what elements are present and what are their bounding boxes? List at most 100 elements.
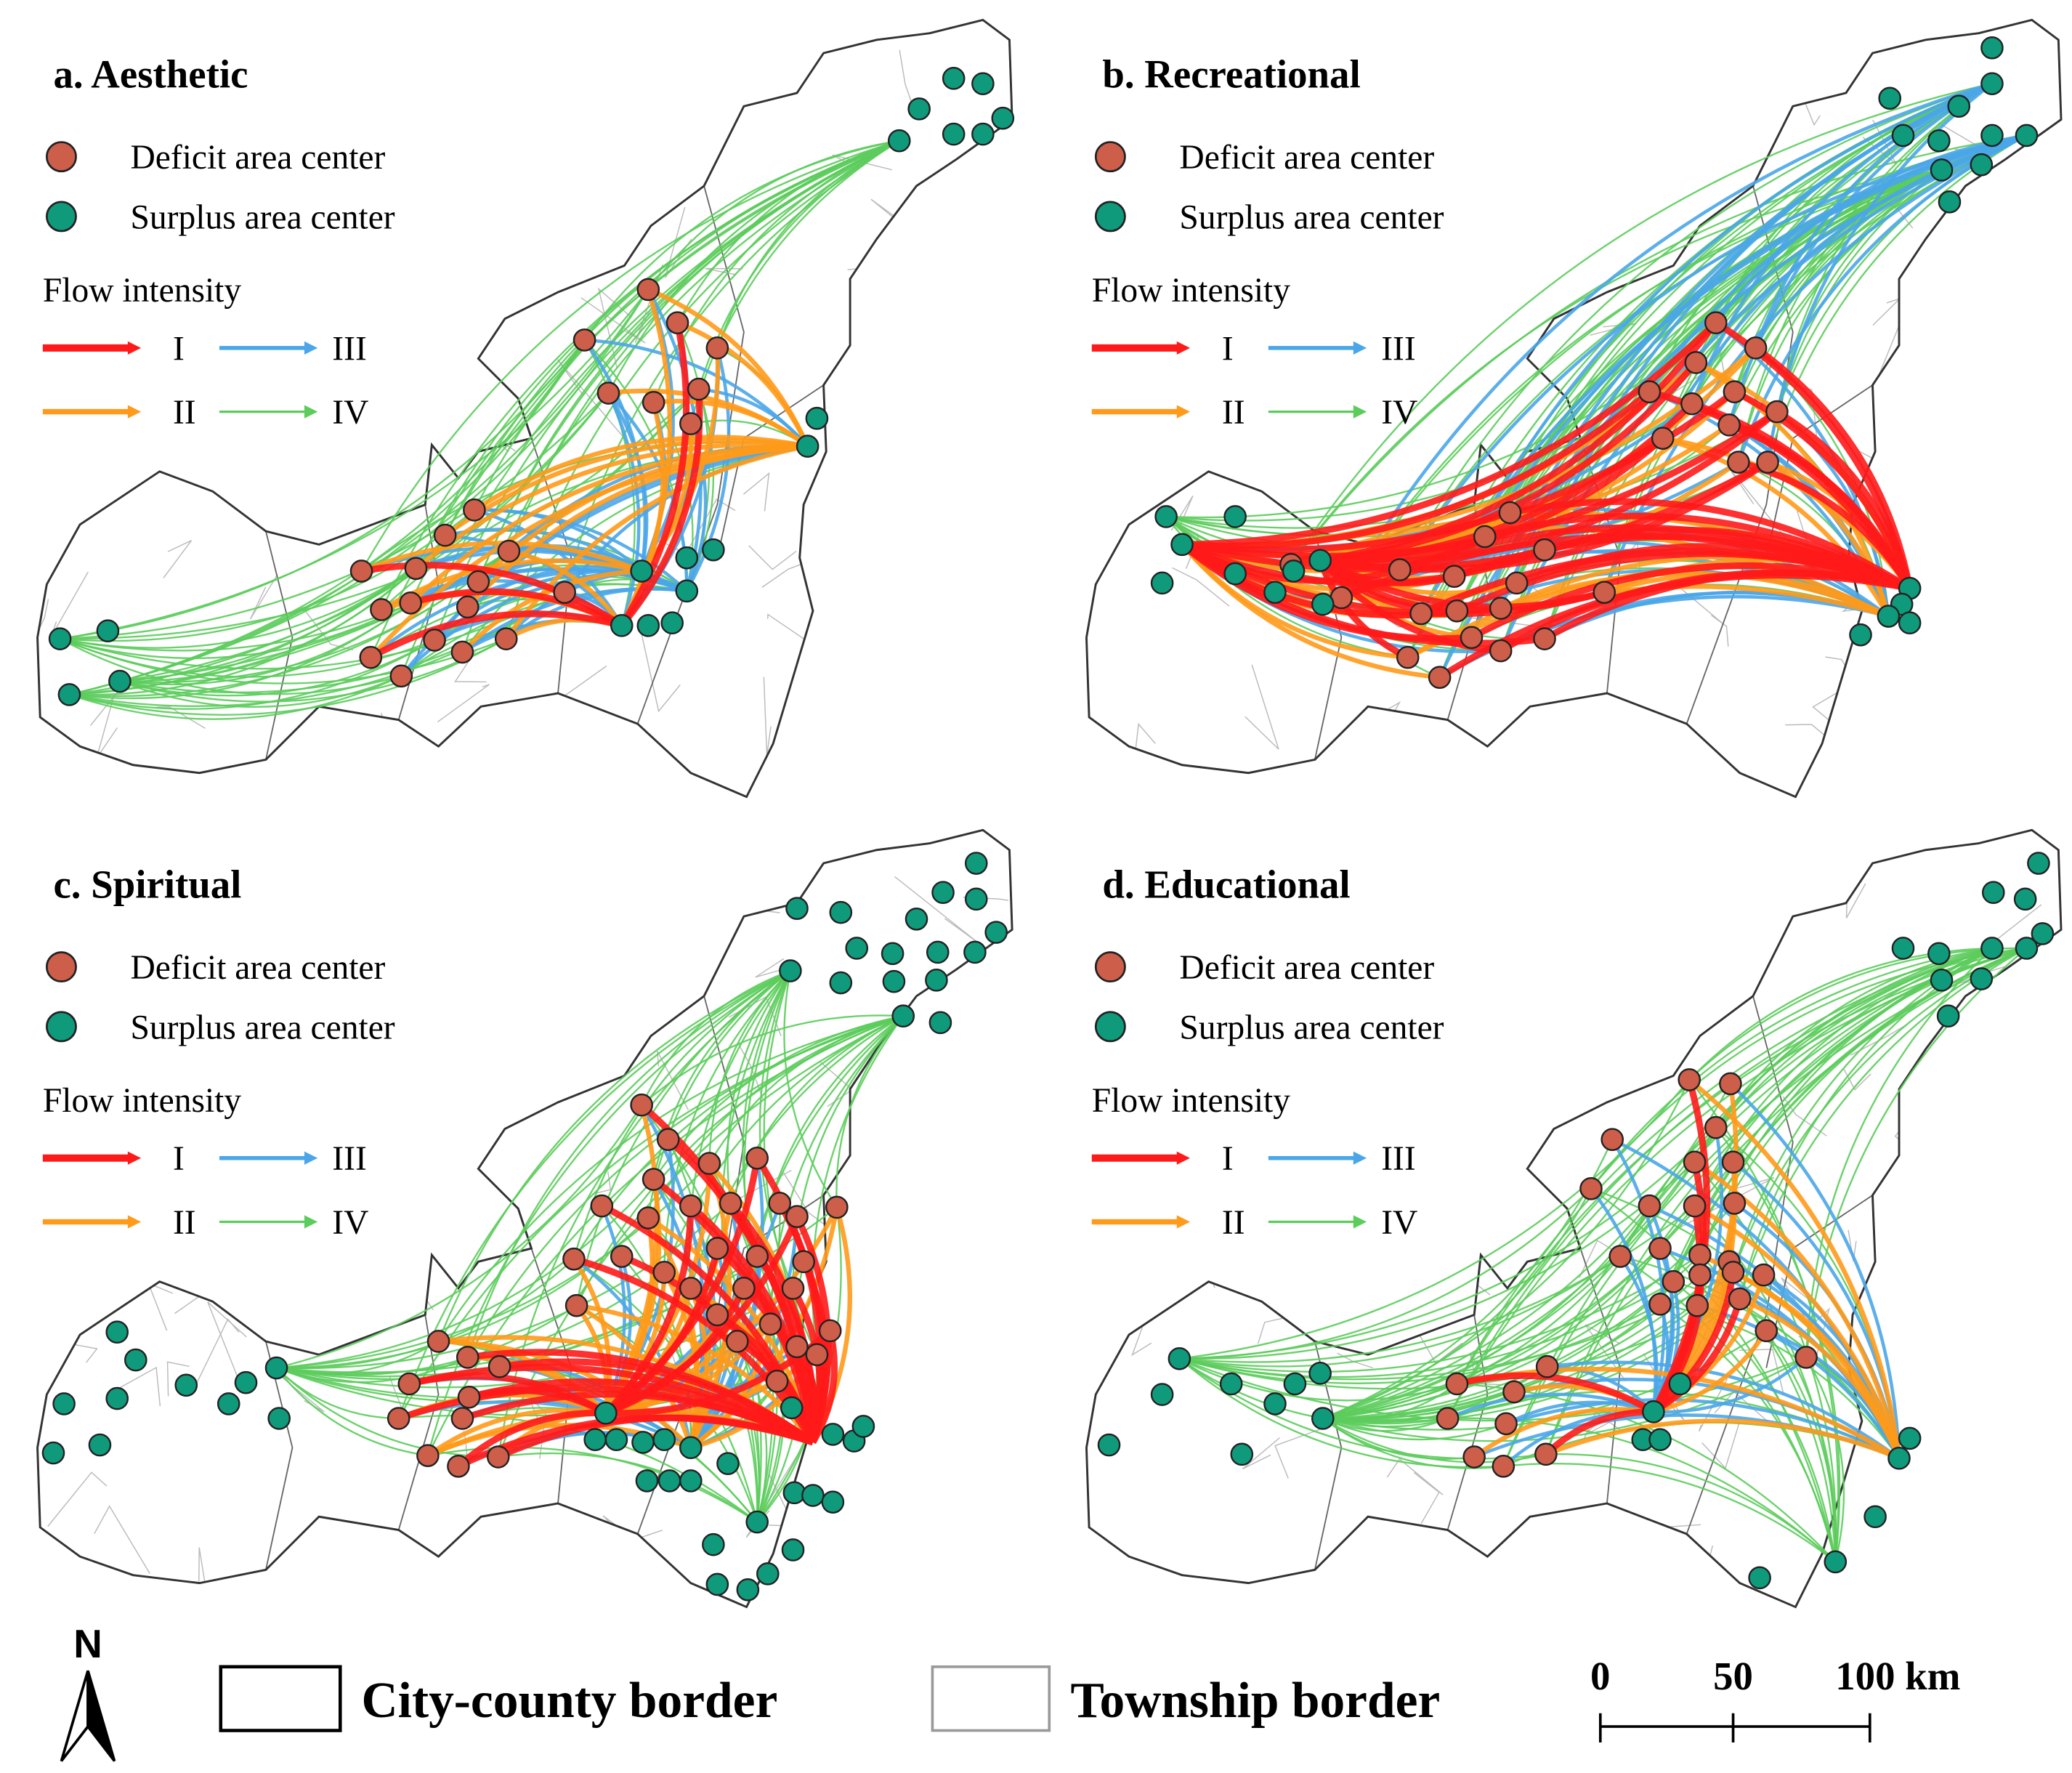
township-border bbox=[330, 1562, 365, 1607]
deficit-center bbox=[1638, 380, 1662, 403]
surplus-center bbox=[942, 67, 966, 90]
flow-line bbox=[437, 1015, 904, 1342]
flow-line bbox=[604, 1286, 748, 1416]
county-border bbox=[636, 995, 745, 1535]
surplus-center bbox=[821, 1490, 845, 1514]
surplus-center bbox=[1898, 1426, 1922, 1450]
county-border bbox=[265, 530, 294, 760]
deficit-center bbox=[705, 1237, 729, 1260]
flow-line bbox=[276, 1356, 469, 1384]
surplus-center bbox=[829, 900, 853, 924]
flow-line bbox=[685, 347, 731, 592]
legend-deficit-marker bbox=[1094, 951, 1126, 983]
deficit-center bbox=[404, 557, 428, 581]
flow-line bbox=[689, 1015, 904, 1289]
deficit-center bbox=[1445, 599, 1469, 623]
flow-line bbox=[1500, 570, 1890, 619]
flow-line bbox=[1399, 83, 1993, 570]
surplus-center bbox=[785, 897, 809, 920]
township-border bbox=[1552, 129, 1590, 190]
township-border bbox=[1197, 244, 1272, 264]
deficit-center bbox=[1721, 1150, 1745, 1174]
surplus-center bbox=[675, 579, 699, 603]
surplus-center bbox=[905, 907, 928, 931]
surplus-center bbox=[702, 538, 725, 562]
flow-line bbox=[408, 443, 808, 605]
township-border bbox=[995, 1523, 1013, 1559]
township-border bbox=[1850, 1024, 1907, 1056]
surplus-center bbox=[2013, 887, 2037, 911]
deficit-center bbox=[805, 1343, 829, 1367]
flow-line bbox=[1178, 1357, 1457, 1402]
flow-line bbox=[275, 1367, 498, 1458]
legend-surplus-label: Surplus area center bbox=[130, 198, 394, 236]
deficit-center bbox=[1727, 451, 1750, 474]
flow-line bbox=[1452, 82, 1993, 578]
surplus-center bbox=[887, 129, 911, 153]
legend-flow-class: II bbox=[173, 1204, 196, 1242]
flow-line bbox=[1753, 345, 1914, 589]
legend-flow-class: III bbox=[332, 1140, 366, 1178]
township-border bbox=[156, 706, 206, 730]
surplus-center bbox=[702, 1532, 725, 1556]
surplus-center bbox=[2015, 937, 2039, 960]
surplus-center bbox=[705, 1572, 729, 1596]
flow-line bbox=[1322, 1256, 1622, 1420]
township-border bbox=[2020, 627, 2061, 660]
township-border bbox=[94, 220, 100, 275]
surplus-center bbox=[1927, 942, 1951, 966]
township-border bbox=[1980, 1345, 2037, 1421]
legend-deficit-marker bbox=[45, 951, 77, 983]
surplus-center bbox=[1230, 1442, 1254, 1466]
legend-surplus-label: Surplus area center bbox=[1179, 198, 1444, 236]
township-border bbox=[110, 1366, 161, 1407]
flow-line bbox=[1319, 360, 1699, 564]
deficit-center bbox=[1436, 1407, 1460, 1430]
deficit-center bbox=[745, 1245, 769, 1268]
surplus-center bbox=[675, 546, 699, 570]
surplus-center bbox=[1980, 72, 2004, 95]
surplus-center bbox=[1980, 937, 2004, 960]
deficit-center bbox=[636, 1206, 660, 1229]
flow-line bbox=[1179, 1161, 1696, 1360]
deficit-center bbox=[399, 591, 422, 615]
township-border bbox=[671, 97, 697, 158]
surplus-center bbox=[88, 1433, 112, 1457]
surplus-center bbox=[267, 1407, 291, 1430]
deficit-center bbox=[1409, 602, 1433, 626]
legend-flow-class: I bbox=[1222, 330, 1234, 368]
deficit-center bbox=[1498, 501, 1522, 525]
deficit-center bbox=[457, 1385, 481, 1409]
surplus-center bbox=[1263, 1392, 1287, 1415]
township-border bbox=[640, 629, 681, 713]
township-border bbox=[832, 154, 892, 171]
township-border bbox=[94, 1505, 150, 1574]
surplus-center bbox=[964, 887, 988, 911]
deficit-center bbox=[630, 1093, 653, 1117]
flow-line bbox=[1505, 1400, 1654, 1426]
surplus-center bbox=[1849, 623, 1872, 647]
flow-line bbox=[1179, 1187, 1592, 1360]
flow-line bbox=[1543, 1408, 1654, 1457]
flow-line bbox=[1322, 1083, 1731, 1420]
township-border bbox=[1711, 615, 1729, 647]
surplus-center bbox=[1891, 124, 1915, 148]
deficit-center bbox=[450, 1407, 474, 1430]
flow-line bbox=[414, 442, 808, 570]
township-border bbox=[931, 406, 971, 435]
surplus-center bbox=[105, 1320, 129, 1344]
township-border bbox=[755, 958, 785, 978]
flow-line bbox=[1590, 947, 2027, 1190]
deficit-center bbox=[1442, 565, 1466, 589]
surplus-center bbox=[1642, 1400, 1665, 1423]
deficit-center bbox=[705, 336, 729, 360]
surplus-center bbox=[991, 106, 1015, 130]
township-border bbox=[475, 954, 533, 987]
township-border bbox=[1386, 1458, 1444, 1495]
deficit-center bbox=[758, 1312, 782, 1336]
legend-flow-arrowhead bbox=[1176, 405, 1191, 419]
legend-flow-arrowhead bbox=[1176, 1151, 1191, 1165]
surplus-center bbox=[1311, 1407, 1335, 1430]
surplus-center bbox=[971, 72, 995, 95]
flow-line bbox=[426, 1015, 904, 1456]
